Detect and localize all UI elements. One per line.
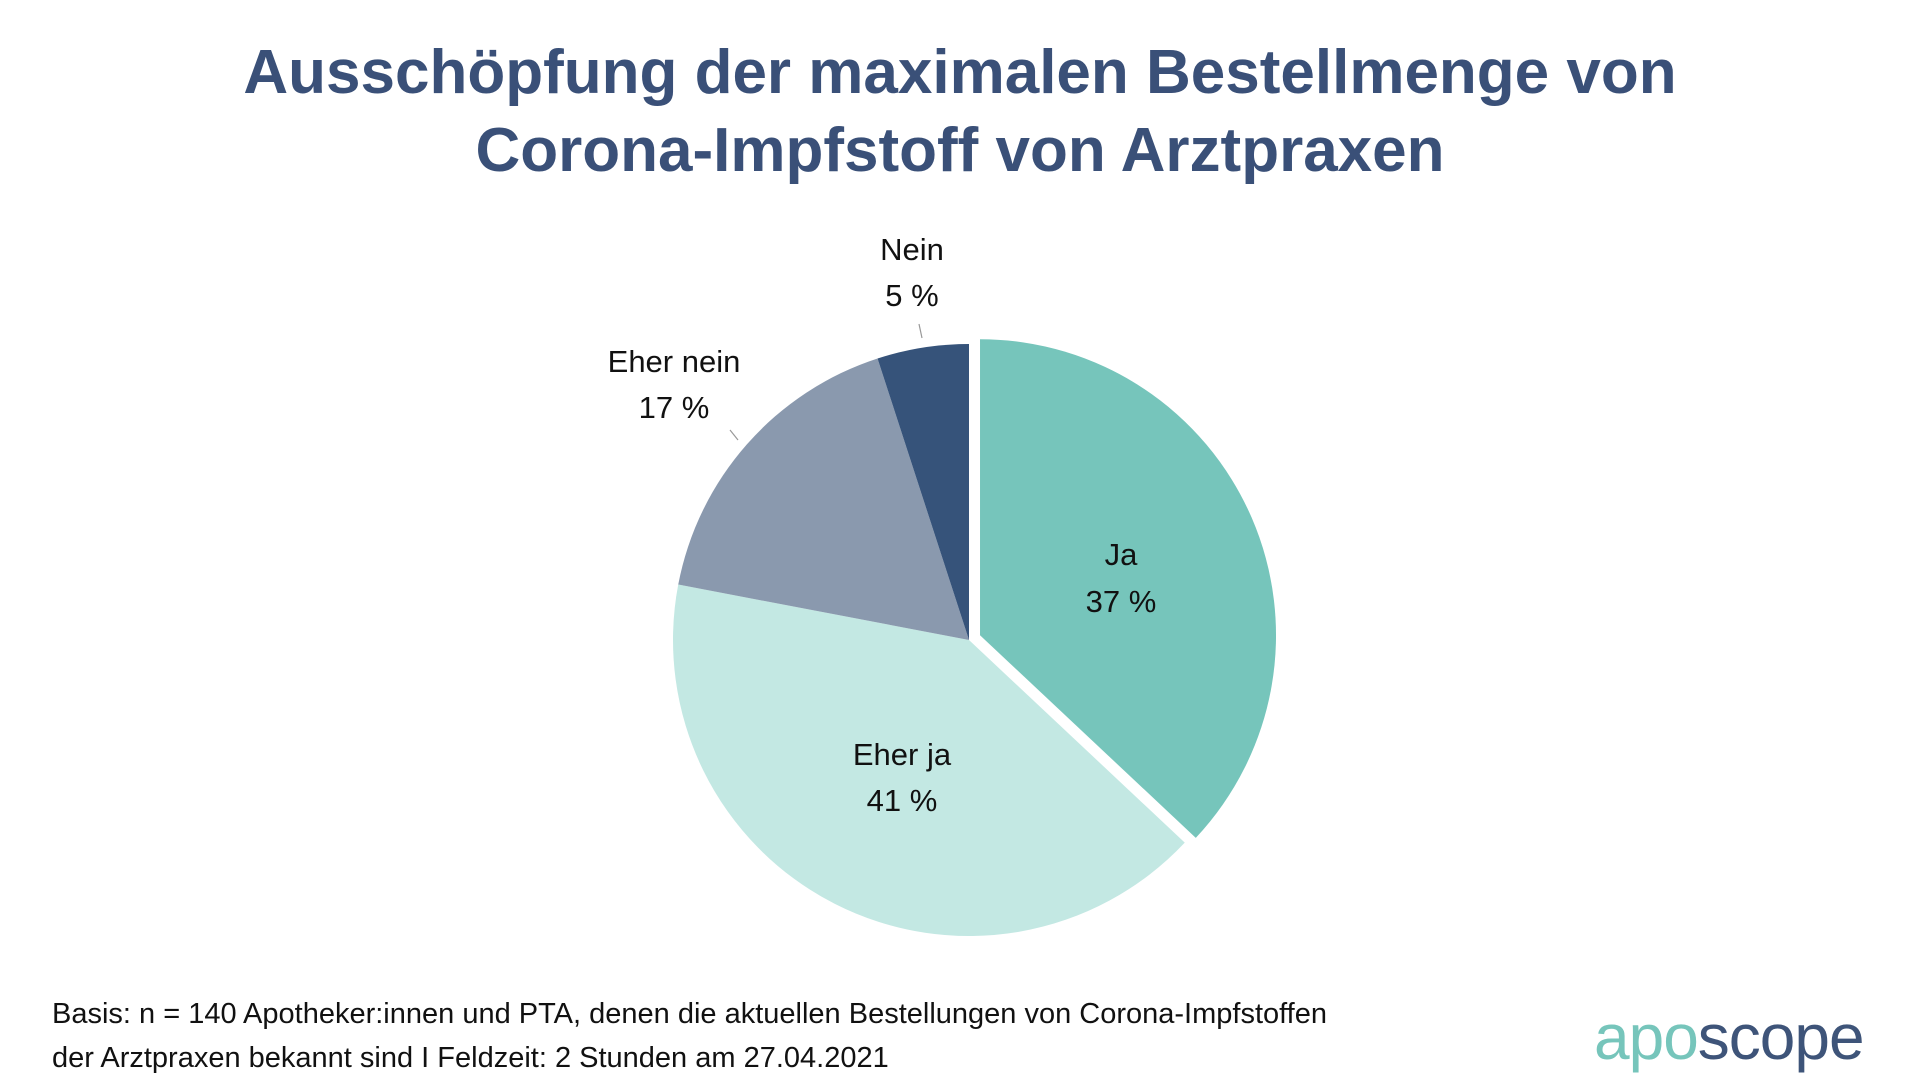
leader-line-nein [918, 323, 923, 339]
logo-part2: scope [1697, 1001, 1865, 1073]
slice-label-ja: Ja [1105, 537, 1139, 572]
slice-value-nein: 5 % [885, 278, 938, 313]
pie-slice-nein [877, 344, 969, 640]
slice-value-eher-nein: 17 % [639, 390, 710, 425]
aposcope-logo: aposcope [1594, 1000, 1865, 1074]
slice-value-eher-ja: 41 % [867, 783, 938, 818]
pie-slice-ja [980, 339, 1277, 838]
logo-part1: apo [1594, 1001, 1699, 1073]
slice-value-ja: 37 % [1086, 584, 1157, 619]
slice-label-nein: Nein [880, 232, 944, 267]
chart-title: Ausschöpfung der maximalen Bestellmenge … [0, 34, 1920, 190]
leader-line-eher-nein [729, 429, 739, 441]
pie-slice-eher-nein [678, 358, 969, 640]
footer-line1: Basis: n = 140 Apotheker:innen und PTA, … [52, 998, 1327, 1030]
slice-label-eher-nein: Eher nein [608, 344, 741, 379]
pie-slice-eher-ja [673, 584, 1185, 936]
chart-title-line2: Corona-Impfstoff von Arztpraxen [475, 116, 1445, 185]
footer-note: Basis: n = 140 Apotheker:innen und PTA, … [52, 992, 1327, 1080]
chart-title-line1: Ausschöpfung der maximalen Bestellmenge … [243, 38, 1677, 107]
footer-line2: der Arztpraxen bekannt sind I Feldzeit: … [52, 1042, 889, 1074]
slice-label-eher-ja: Eher ja [853, 737, 952, 772]
